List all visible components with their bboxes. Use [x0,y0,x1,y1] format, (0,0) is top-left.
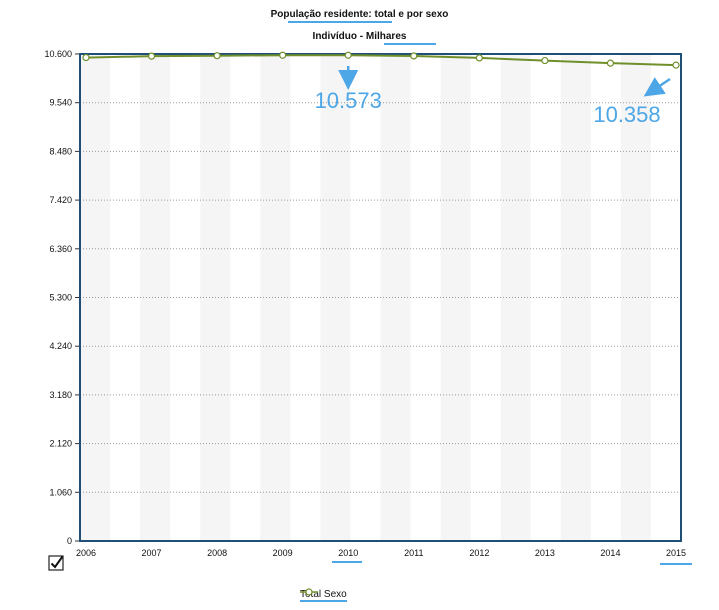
series-toggle-checkbox[interactable] [48,555,64,571]
data-point[interactable] [82,53,90,62]
series-line [85,54,677,67]
y-tick-label: 6.360 [49,244,72,254]
y-tick-label: 0 [67,536,72,546]
annotation-arrow [643,77,671,97]
data-point[interactable] [475,54,483,62]
y-tick-label: 9.540 [49,98,72,108]
x-tick-label: 2008 [207,548,227,558]
x-tick-label: 2009 [273,548,293,558]
data-point[interactable] [672,61,680,69]
grid-lines [80,102,681,493]
data-point[interactable] [410,52,418,60]
legend-series-label[interactable]: Total Sexo [300,588,347,602]
y-tick-label: 4.240 [49,341,72,351]
chart-subtitle: Indivíduo - Milhares [312,31,407,42]
data-point[interactable] [606,59,615,67]
x-tick-label: 2014 [600,548,620,558]
y-tick-label: 2.120 [49,439,72,449]
x-tick-label: 2012 [469,548,489,558]
annotation-label: 10.358 [593,102,660,127]
data-point[interactable] [213,52,221,60]
data-point[interactable] [147,52,156,60]
y-tick-label: 10.600 [44,49,72,59]
x-tick-label: 2015 [666,548,686,558]
annotations: 10.573 10.358 [315,66,671,127]
y-tick-label: 1.060 [49,487,72,497]
annotation-label: 10.573 [315,88,382,113]
x-axis: 2006 2007 2008 2009 2010 2011 2012 2013 2014 2015 [76,548,686,558]
legend[interactable]: Total Sexo [300,587,347,603]
plot-frame [79,53,682,542]
x-tick-label: 2013 [535,548,555,558]
x-tick-label: 2006 [76,548,96,558]
y-tick-label: 3.180 [49,390,72,400]
data-point[interactable] [279,51,287,59]
data-point[interactable] [541,56,549,65]
chart-title: População residente: total e por sexo [270,9,449,20]
legend-series-icon [300,588,318,596]
y-tick-label: 7.420 [49,195,72,205]
x-tick-label: 2011 [404,548,423,558]
x-tick-label: 2010 [338,548,358,558]
series-total-sexo [82,51,680,69]
y-tick-label: 5.300 [49,293,72,303]
checkbox-checked-icon [48,555,64,571]
data-point[interactable] [344,51,352,59]
y-axis: 0 1.060 2.120 3.180 4.240 5.300 6.360 7.420 8.48… [44,49,80,546]
x-tick-label: 2007 [142,548,162,558]
plot-area-background [80,54,651,541]
y-tick-label: 8.480 [49,146,72,156]
